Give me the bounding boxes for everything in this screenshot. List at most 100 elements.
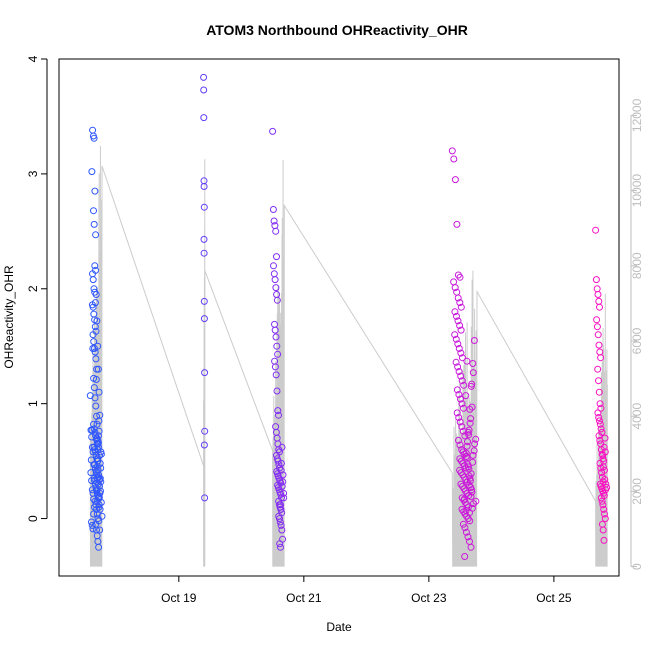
data-point	[91, 348, 99, 356]
data-point	[456, 273, 464, 281]
data-point	[272, 284, 280, 292]
data-point	[97, 450, 105, 458]
data-point	[594, 291, 602, 298]
data-point	[595, 341, 603, 349]
data-point	[467, 493, 475, 501]
data-point	[601, 466, 608, 474]
data-point	[276, 515, 283, 523]
data-point	[90, 420, 97, 428]
data-point	[464, 428, 472, 436]
data-point	[455, 436, 462, 444]
data-point	[277, 501, 285, 509]
right-tick-label: 8000	[630, 252, 644, 279]
data-point	[277, 505, 285, 513]
data-point	[600, 443, 608, 451]
data-point	[95, 543, 103, 551]
data-point	[95, 427, 103, 435]
data-point	[200, 114, 208, 122]
data-point	[275, 411, 282, 419]
data-point	[596, 303, 603, 311]
data-point	[274, 350, 282, 358]
data-point	[95, 471, 103, 479]
data-point	[277, 466, 285, 474]
left-tick-label: 2	[26, 285, 40, 292]
data-point	[450, 155, 458, 163]
data-point	[91, 262, 99, 270]
bottom-tick-label: Oct 21	[286, 591, 322, 605]
data-point	[90, 220, 98, 228]
data-point	[92, 402, 100, 410]
chart-title: ATOM3 Northbound OHReactivity_OHR	[206, 22, 468, 38]
data-point	[272, 371, 280, 379]
data-point	[597, 494, 605, 502]
data-point	[469, 360, 477, 367]
data-point	[94, 439, 102, 447]
data-point	[451, 308, 459, 316]
data-point	[469, 451, 477, 459]
data-point	[599, 526, 607, 534]
data-point	[200, 315, 208, 323]
data-point	[452, 335, 460, 343]
data-point	[602, 480, 610, 488]
data-point	[596, 400, 604, 408]
data-point	[469, 369, 477, 377]
data-point	[461, 524, 469, 532]
left-tick-label: 0	[26, 515, 40, 522]
data-point	[450, 278, 458, 286]
data-point	[89, 126, 97, 134]
bottom-axis: Oct 19 Oct 21 Oct 23 Oct 25	[161, 575, 572, 605]
data-point	[464, 438, 471, 446]
data-point	[456, 418, 464, 426]
data-point	[467, 543, 475, 551]
data-point	[456, 299, 464, 307]
data-point	[91, 187, 99, 195]
data-point	[448, 147, 456, 155]
data-point	[272, 333, 280, 341]
data-point	[89, 331, 97, 339]
data-point	[460, 381, 468, 389]
data-point	[95, 432, 102, 440]
data-point	[451, 331, 459, 339]
data-point	[453, 220, 461, 228]
data-point	[454, 340, 462, 348]
data-point	[271, 320, 278, 328]
data-point	[96, 526, 104, 534]
data-point	[467, 382, 475, 390]
data-point	[200, 441, 208, 449]
plot-area-border	[58, 58, 620, 577]
data-point	[601, 510, 608, 518]
data-point	[457, 395, 464, 403]
data-point	[95, 501, 103, 509]
data-point	[92, 355, 100, 363]
data-point	[90, 207, 97, 215]
data-point	[201, 369, 209, 377]
data-point	[466, 405, 474, 413]
data-point	[595, 377, 602, 385]
data-point	[596, 417, 603, 425]
left-axis: 0 1 2 3 4	[26, 55, 48, 522]
data-point	[278, 526, 286, 534]
data-point	[470, 337, 478, 344]
data-point	[98, 512, 106, 520]
data-point	[457, 349, 465, 357]
data-point	[472, 435, 480, 443]
data-point	[271, 276, 279, 284]
data-point	[269, 206, 277, 213]
data-point	[461, 495, 468, 503]
data-point	[470, 447, 478, 455]
data-point	[272, 227, 280, 235]
data-point	[603, 484, 611, 491]
left-tick-label: 4	[26, 55, 40, 62]
data-point	[278, 482, 286, 490]
data-point	[598, 497, 606, 505]
data-point	[200, 235, 208, 243]
data-point	[92, 448, 99, 456]
data-point	[453, 312, 460, 320]
data-point	[93, 420, 101, 428]
data-point	[458, 423, 466, 431]
bottom-tick-label: Oct 25	[536, 591, 572, 605]
data-point	[597, 425, 605, 433]
data-point	[92, 376, 100, 383]
data-point	[600, 536, 608, 544]
right-tick-label: 10000	[630, 174, 644, 208]
